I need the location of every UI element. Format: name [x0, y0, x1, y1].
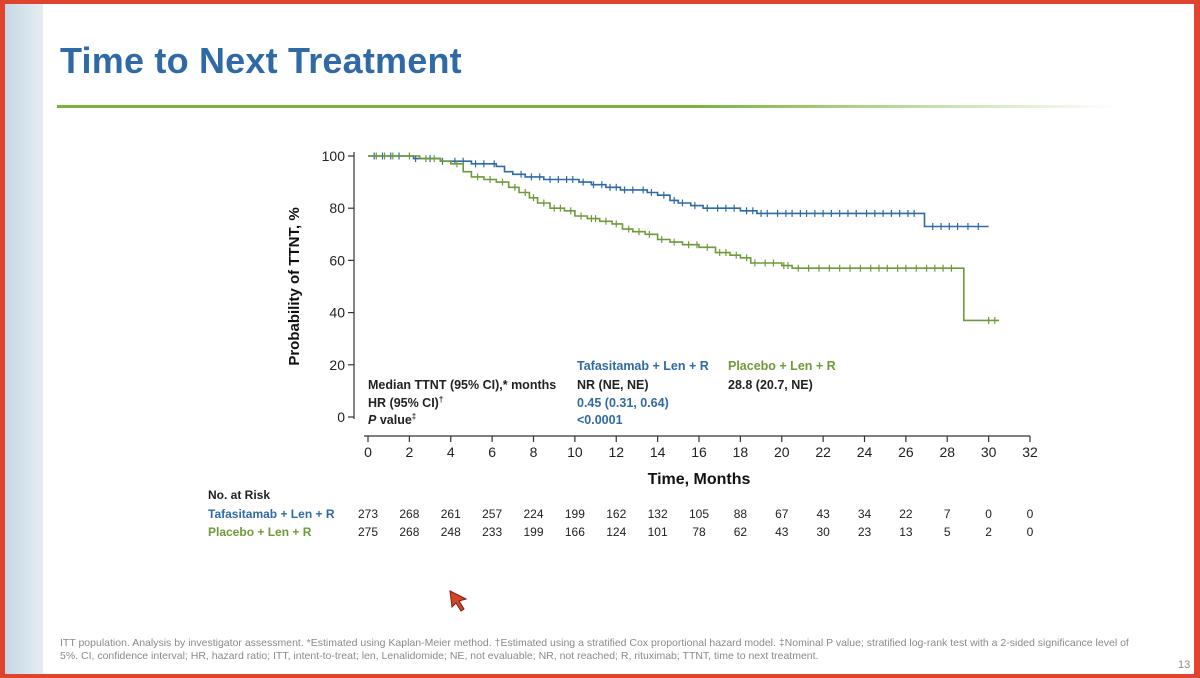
slide-title: Time to Next Treatment [60, 40, 462, 81]
km-curve-placebo [368, 155, 999, 322]
stat-hr-label: HR (95% CI)† [368, 395, 443, 410]
risk-value-placebo: 5 [944, 525, 951, 539]
risk-value-tafasitamab: 88 [734, 507, 748, 521]
x-axis-title: Time, Months [648, 471, 751, 488]
risk-value-tafasitamab: 105 [689, 507, 709, 521]
x-tick-label: 18 [733, 444, 749, 460]
risk-value-tafasitamab: 43 [816, 507, 830, 521]
risk-table-header: No. at Risk [208, 488, 270, 502]
risk-value-placebo: 275 [358, 525, 378, 539]
stat-hr-label-text: HR (95% CI) [368, 396, 439, 410]
cursor-pointer-icon [449, 590, 468, 612]
risk-value-tafasitamab: 261 [441, 507, 461, 521]
stat-p-label-sup: ‡ [412, 412, 416, 421]
stat-hr-value: 0.45 (0.31, 0.64) [577, 396, 669, 410]
risk-value-tafasitamab: 257 [482, 507, 502, 521]
y-tick-label: 80 [329, 200, 345, 216]
risk-value-placebo: 23 [858, 525, 872, 539]
risk-value-placebo: 30 [816, 525, 830, 539]
stat-p-label-italic: P [368, 413, 377, 427]
risk-value-tafasitamab: 7 [944, 507, 951, 521]
stats-block: Median TTNT (95% CI),* months HR (95% CI… [368, 359, 836, 427]
risk-value-placebo: 248 [441, 525, 461, 539]
risk-value-placebo: 78 [692, 525, 706, 539]
stat-placebo-median: 28.8 (20.7, NE) [728, 378, 813, 392]
stat-median-label: Median TTNT (95% CI),* months [368, 378, 556, 392]
risk-row-label-tafasitamab: Tafasitamab + Len + R [208, 507, 335, 521]
x-tick-label: 28 [939, 444, 955, 460]
y-tick-label: 0 [337, 409, 345, 425]
x-tick-label: 8 [530, 444, 538, 460]
risk-value-placebo: 62 [734, 525, 748, 539]
risk-value-tafasitamab: 22 [899, 507, 913, 521]
x-tick-label: 22 [815, 444, 831, 460]
risk-value-tafasitamab: 0 [1027, 507, 1034, 521]
risk-value-tafasitamab: 67 [775, 507, 789, 521]
chart-series [368, 152, 999, 324]
risk-value-tafasitamab: 0 [985, 507, 992, 521]
risk-value-tafasitamab: 34 [858, 507, 872, 521]
title-divider [57, 105, 1117, 108]
risk-value-tafasitamab: 273 [358, 507, 378, 521]
y-tick-label: 20 [329, 357, 345, 373]
x-tick-label: 10 [567, 444, 583, 460]
risk-value-placebo: 124 [606, 525, 626, 539]
risk-value-tafasitamab: 199 [565, 507, 585, 521]
risk-value-placebo: 233 [482, 525, 502, 539]
risk-value-placebo: 2 [985, 525, 992, 539]
stat-tafasitamab-median: NR (NE, NE) [577, 378, 649, 392]
stat-p-label: P value‡ [368, 412, 416, 427]
risk-value-placebo: 13 [899, 525, 913, 539]
risk-value-tafasitamab: 162 [606, 507, 626, 521]
y-axis-title: Probability of TTNT, % [286, 207, 303, 365]
km-curve-tafasitamab [368, 155, 989, 228]
risk-table: No. at Risk Tafasitamab + Len + R Placeb… [208, 488, 1034, 539]
stat-p-value: <0.0001 [577, 413, 623, 427]
stat-placebo-header: Placebo + Len + R [728, 359, 836, 373]
x-tick-label: 32 [1022, 444, 1038, 460]
stat-p-label-text: value [376, 413, 411, 427]
risk-value-tafasitamab: 268 [399, 507, 419, 521]
x-tick-label: 30 [981, 444, 997, 460]
footnote: ITT population. Analysis by investigator… [60, 637, 1129, 662]
page-number: 13 [1178, 659, 1191, 671]
risk-value-placebo: 0 [1027, 525, 1034, 539]
risk-value-placebo: 268 [399, 525, 419, 539]
x-tick-label: 24 [857, 444, 873, 460]
x-tick-label: 14 [650, 444, 666, 460]
stat-tafasitamab-header: Tafasitamab + Len + R [577, 359, 709, 373]
stat-hr-label-sup: † [439, 395, 443, 404]
x-tick-label: 4 [447, 444, 455, 460]
risk-value-placebo: 101 [648, 525, 668, 539]
risk-value-placebo: 166 [565, 525, 585, 539]
x-tick-label: 26 [898, 444, 914, 460]
slide: Time to Next Treatment 0 20 40 60 80 100 0 2 4 6 8… [5, 4, 1194, 674]
x-tick-label: 6 [488, 444, 496, 460]
risk-value-placebo: 43 [775, 525, 789, 539]
slide-accent-band [5, 4, 43, 674]
risk-value-tafasitamab: 132 [648, 507, 668, 521]
x-tick-label: 2 [405, 444, 413, 460]
risk-value-placebo: 199 [523, 525, 543, 539]
x-tick-label: 0 [364, 444, 372, 460]
x-tick-label: 16 [691, 444, 707, 460]
y-tick-label: 60 [329, 252, 345, 268]
risk-value-tafasitamab: 224 [523, 507, 543, 521]
y-tick-label: 40 [329, 305, 345, 321]
x-tick-label: 12 [608, 444, 624, 460]
y-tick-label: 100 [322, 148, 346, 164]
x-tick-label: 20 [774, 444, 790, 460]
risk-row-label-placebo: Placebo + Len + R [208, 525, 312, 539]
